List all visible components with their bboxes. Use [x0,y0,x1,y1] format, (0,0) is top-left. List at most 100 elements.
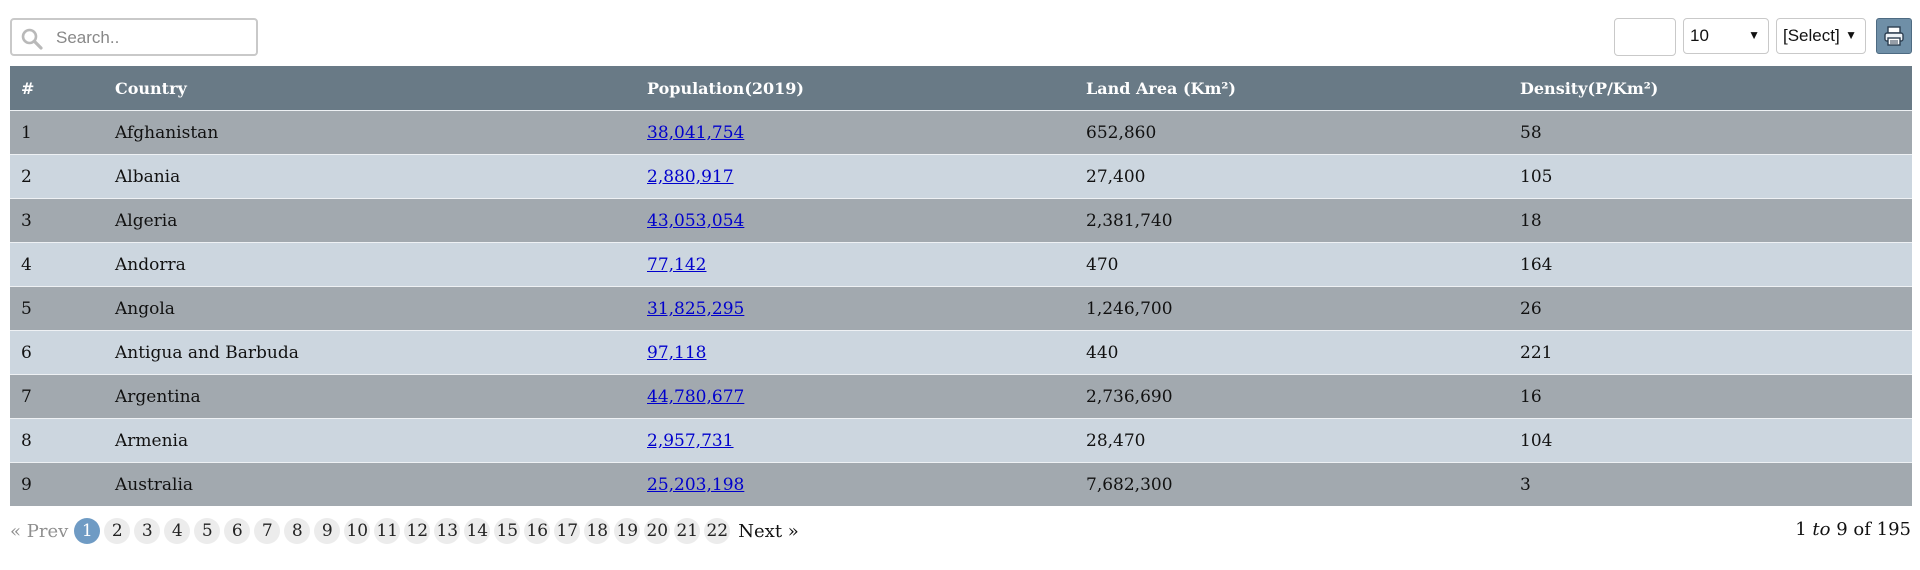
cell-land-area: 652,860 [1086,110,1520,155]
prev-page-link[interactable]: « Prev [10,520,69,542]
next-page-link[interactable]: Next » [738,520,799,542]
cell-population: 97,118 [647,330,1086,375]
table-row: 7 Argentina 44,780,677 2,736,690 16 [10,374,1912,419]
page-button[interactable]: 18 [584,518,611,544]
cell-country: Algeria [115,198,647,243]
page-button[interactable]: 12 [404,518,431,544]
blank-field[interactable] [1614,18,1676,56]
search-input[interactable] [56,26,252,50]
page-button[interactable]: 19 [614,518,641,544]
page-button[interactable]: 14 [464,518,491,544]
cell-country: Afghanistan [115,110,647,155]
column-header-land-area[interactable]: Land Area (Km²) [1086,66,1520,111]
page-button[interactable]: 17 [554,518,581,544]
page-button-current[interactable]: 1 [74,518,101,544]
table-row: 5 Angola 31,825,295 1,246,700 26 [10,286,1912,331]
page-button[interactable]: 20 [644,518,671,544]
population-link[interactable]: 2,880,917 [647,166,734,187]
range-to-label: to [1812,519,1831,540]
sort-select[interactable]: [Select] ▼ [1776,18,1866,54]
cell-density: 105 [1520,154,1912,199]
cell-number: 3 [10,198,115,243]
population-link[interactable]: 77,142 [647,254,707,275]
chevron-down-icon: ▼ [1845,28,1857,42]
page-button[interactable]: 5 [194,518,221,544]
data-table: # Country Population(2019) Land Area (Km… [10,66,1912,506]
cell-density: 18 [1520,198,1912,243]
page-size-select[interactable]: 10 ▼ [1683,18,1769,54]
table-row: 2 Albania 2,880,917 27,400 105 [10,154,1912,199]
cell-country: Antigua and Barbuda [115,330,647,375]
cell-population: 2,880,917 [647,154,1086,199]
sort-select-value: [Select] [1783,26,1840,45]
table-row: 3 Algeria 43,053,054 2,381,740 18 [10,198,1912,243]
page-button[interactable]: 10 [344,518,371,544]
cell-density: 16 [1520,374,1912,419]
table-row: 8 Armenia 2,957,731 28,470 104 [10,418,1912,463]
range-of-label: of [1853,519,1871,540]
cell-population: 43,053,054 [647,198,1086,243]
cell-country: Angola [115,286,647,331]
column-header-density[interactable]: Density(P/Km²) [1520,66,1912,111]
cell-land-area: 27,400 [1086,154,1520,199]
column-header-country[interactable]: Country [115,66,647,111]
page-button[interactable]: 13 [434,518,461,544]
cell-country: Albania [115,154,647,199]
cell-land-area: 2,381,740 [1086,198,1520,243]
cell-number: 2 [10,154,115,199]
population-link[interactable]: 2,957,731 [647,430,734,451]
cell-population: 77,142 [647,242,1086,287]
search-icon [21,28,43,50]
table-row: 4 Andorra 77,142 470 164 [10,242,1912,287]
page-button[interactable]: 8 [284,518,311,544]
cell-population: 31,825,295 [647,286,1086,331]
cell-number: 5 [10,286,115,331]
print-button[interactable] [1876,18,1912,54]
page-button[interactable]: 22 [704,518,731,544]
printer-icon [1884,26,1904,46]
cell-number: 7 [10,374,115,419]
cell-land-area: 2,736,690 [1086,374,1520,419]
cell-number: 8 [10,418,115,463]
population-link[interactable]: 97,118 [647,342,707,363]
page-button[interactable]: 16 [524,518,551,544]
page-size-value: 10 [1690,26,1709,45]
result-range: 1 to 9 of 195 [1795,519,1911,540]
range-start: 1 [1795,519,1807,540]
page-button[interactable]: 7 [254,518,281,544]
page-button[interactable]: 15 [494,518,521,544]
cell-country: Argentina [115,374,647,419]
cell-number: 4 [10,242,115,287]
page-button[interactable]: 3 [134,518,161,544]
population-link[interactable]: 38,041,754 [647,122,745,143]
page-button[interactable]: 6 [224,518,251,544]
population-link[interactable]: 31,825,295 [647,298,745,319]
population-link[interactable]: 44,780,677 [647,386,745,407]
population-link[interactable]: 43,053,054 [647,210,745,231]
cell-density: 26 [1520,286,1912,331]
range-end: 9 [1836,519,1848,540]
cell-country: Australia [115,462,647,506]
column-header-number[interactable]: # [10,66,115,111]
page-button[interactable]: 2 [104,518,131,544]
cell-land-area: 440 [1086,330,1520,375]
cell-land-area: 470 [1086,242,1520,287]
table-row: 9 Australia 25,203,198 7,682,300 3 [10,462,1912,506]
table-body: 1 Afghanistan 38,041,754 652,860 58 2 Al… [10,110,1912,506]
cell-land-area: 7,682,300 [1086,462,1520,506]
page-button[interactable]: 21 [674,518,701,544]
search-box[interactable] [10,18,258,56]
table-row: 6 Antigua and Barbuda 97,118 440 221 [10,330,1912,375]
page-button[interactable]: 4 [164,518,191,544]
total-count: 195 [1876,519,1911,540]
cell-density: 58 [1520,110,1912,155]
cell-density: 164 [1520,242,1912,287]
page-button[interactable]: 11 [374,518,401,544]
cell-population: 38,041,754 [647,110,1086,155]
population-link[interactable]: 25,203,198 [647,474,745,495]
cell-country: Andorra [115,242,647,287]
column-header-population[interactable]: Population(2019) [647,66,1086,111]
page-button[interactable]: 9 [314,518,341,544]
chevron-down-icon: ▼ [1748,28,1760,42]
